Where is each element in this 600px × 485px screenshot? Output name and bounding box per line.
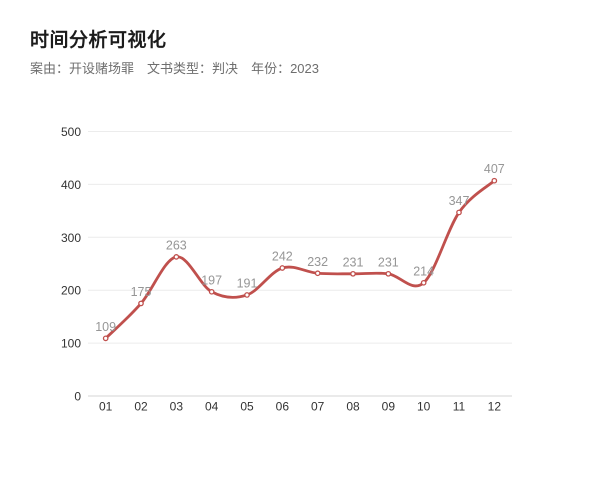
data-point-label: 109 bbox=[95, 320, 116, 334]
x-axis-tick-label: 06 bbox=[276, 400, 290, 414]
filter-doc-type: 文书类型：判决 bbox=[147, 61, 238, 76]
y-axis-tick-label: 400 bbox=[61, 178, 81, 192]
x-axis-tick-label: 10 bbox=[417, 400, 431, 414]
x-axis-tick-label: 01 bbox=[99, 400, 113, 414]
y-axis-tick-label: 300 bbox=[61, 231, 81, 245]
y-axis-tick-label: 0 bbox=[74, 390, 81, 404]
y-axis-tick-label: 200 bbox=[61, 284, 81, 298]
data-point-marker[interactable] bbox=[102, 335, 109, 342]
data-point-marker[interactable] bbox=[208, 288, 215, 295]
data-point-marker[interactable] bbox=[314, 270, 321, 277]
filter-value: 判决 bbox=[212, 61, 239, 76]
data-point-marker[interactable] bbox=[420, 279, 427, 286]
x-axis-tick-label: 11 bbox=[453, 400, 466, 414]
data-point-label: 232 bbox=[307, 255, 328, 269]
data-point-label: 197 bbox=[201, 273, 222, 287]
filter-case-reason: 案由：开设赌场罪 bbox=[30, 61, 134, 76]
data-point-label: 347 bbox=[449, 194, 470, 208]
x-axis-tick-label: 08 bbox=[346, 400, 360, 414]
data-point-marker[interactable] bbox=[385, 270, 392, 277]
series-line bbox=[104, 179, 496, 340]
data-point-marker[interactable] bbox=[350, 270, 356, 277]
data-point-label: 214 bbox=[413, 264, 434, 278]
data-point-marker[interactable] bbox=[279, 265, 286, 271]
filter-label: 年份： bbox=[251, 61, 291, 76]
data-point-marker[interactable] bbox=[456, 209, 462, 216]
chart-filters: 案由：开设赌场罪 文书类型：判决 年份：2023 bbox=[30, 58, 332, 77]
x-axis-tick-label: 02 bbox=[134, 400, 148, 414]
x-axis-tick-label: 09 bbox=[382, 400, 396, 414]
data-point-label: 242 bbox=[272, 249, 293, 263]
page-title: 时间分析可视化 bbox=[30, 30, 167, 51]
x-axis-tick-label: 05 bbox=[240, 400, 254, 414]
filter-value: 开设赌场罪 bbox=[69, 61, 135, 76]
data-point-label: 175 bbox=[131, 285, 152, 299]
filter-value: 2023 bbox=[290, 61, 319, 76]
data-point-marker[interactable] bbox=[244, 292, 250, 298]
x-axis-tick-label: 07 bbox=[311, 400, 325, 414]
filter-year: 年份：2023 bbox=[251, 61, 319, 76]
filter-label: 案由： bbox=[30, 61, 70, 76]
data-point-marker[interactable] bbox=[138, 300, 144, 307]
filter-label: 文书类型： bbox=[147, 61, 213, 76]
x-axis-tick-label: 12 bbox=[488, 400, 502, 414]
data-point-label: 407 bbox=[484, 162, 505, 176]
y-axis-tick-label: 500 bbox=[61, 125, 81, 139]
x-axis-tick-label: 04 bbox=[205, 400, 219, 414]
y-axis-tick-label: 100 bbox=[61, 337, 81, 351]
data-point-marker[interactable] bbox=[173, 254, 180, 260]
x-axis-tick-label: 03 bbox=[170, 400, 184, 414]
data-point-label: 191 bbox=[237, 276, 258, 290]
data-point-label: 231 bbox=[378, 255, 399, 269]
data-point-label: 231 bbox=[343, 255, 364, 269]
data-point-marker[interactable] bbox=[491, 177, 498, 184]
data-point-label: 263 bbox=[166, 238, 187, 252]
